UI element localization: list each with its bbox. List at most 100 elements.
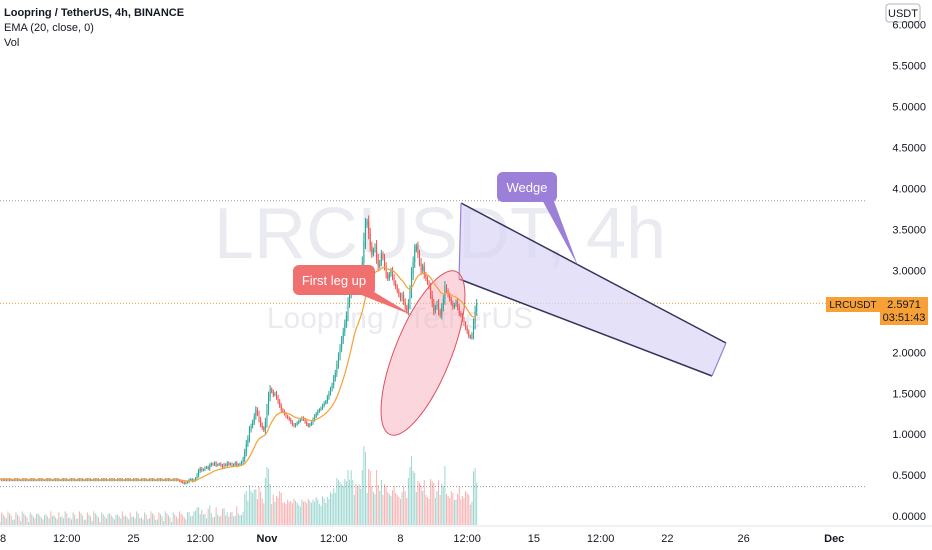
volume-bar [388,494,390,525]
volume-bar [341,484,343,525]
candle-body [474,311,476,324]
candle-body [290,419,292,422]
price-tick-label: 4.5000 [892,142,926,154]
price-tick-label: 6.0000 [892,20,926,32]
volume-bar [425,495,427,525]
wedge-upper-line [460,202,727,344]
first-leg-ellipse[interactable] [364,261,482,445]
volume-bar [334,492,336,525]
candle-body [425,274,427,279]
volume-bar [102,514,104,525]
volume-bar [344,479,346,525]
volume-bar [376,470,378,525]
volume-bar [175,516,177,525]
volume-bar [1,512,3,525]
candle-body [344,323,346,332]
candle-body [420,262,422,271]
candle-body [434,307,436,312]
candle-body [241,462,243,464]
volume-bar [139,518,141,525]
candle-body [202,469,204,471]
callouts[interactable]: First leg up Wedge [293,172,578,316]
candle-body [250,426,252,431]
volume-bar [242,511,244,525]
candle-body [179,480,181,482]
callout-wedge[interactable]: Wedge [497,172,578,266]
candle-body [398,290,400,295]
candle-body [248,430,250,439]
volume-bar [72,512,74,525]
volume-bar [225,515,227,525]
candle-body [304,419,306,422]
candle-body [298,421,300,423]
wedge-pattern[interactable] [458,202,727,377]
time-tick-label: Dec [824,533,844,545]
volume-bar [463,498,465,525]
volume-bar [144,512,146,525]
candle-body [147,480,149,482]
candle-body [12,480,14,482]
volume-bar [166,513,168,525]
candle-body [223,464,225,468]
time-axis[interactable]: 18 12:00 25 12:00 Nov 12:00 8 12:00 15 12:00 22 26 D… [0,525,932,545]
candle-body [196,475,198,479]
volume-bar [444,466,446,525]
volume-bar [136,511,138,525]
candle-body [430,286,432,295]
volume-bar [364,452,366,525]
price-tick-label: 1.0000 [892,429,926,441]
candle-body [139,480,141,482]
candle-body [260,419,262,425]
candle-body [372,249,374,254]
candle-body [226,462,228,466]
time-tick-label: 8 [397,533,403,545]
volume-bar [24,515,26,525]
candle-body [247,438,249,445]
volume-bar [415,492,417,525]
candle-body [369,233,371,246]
volume-bar [150,511,152,525]
volume-bar [261,498,263,525]
volume-bar [233,516,235,525]
callout-first-leg-up[interactable]: First leg up [293,265,414,316]
volume-bar [71,519,73,525]
candle-body [59,480,61,482]
callout-wedge-tail [540,196,578,266]
volume-bar [466,493,468,525]
candle-body [393,276,395,283]
time-tick-label: 25 [127,533,139,545]
volume-bar [391,490,393,525]
volume-bar [390,496,392,525]
chart-legend: Loopring / TetherUS, 4h, BINANCE EMA (20… [4,6,184,51]
candle-body [234,462,236,465]
candle-body [218,463,220,465]
volume-bar [288,501,290,525]
volume-bar [36,514,38,525]
candle-body [439,311,441,316]
candle-body [414,249,416,263]
volume-bar [10,515,12,525]
volume-bar [382,495,384,525]
candle-body [209,465,211,469]
candle-body [291,421,293,425]
volume-bar [258,486,260,525]
volume-bar [358,484,360,525]
candle-body [457,301,459,308]
candle-body [285,413,287,417]
candle-body [380,253,382,263]
candle-body [418,253,420,263]
volume-bar [158,512,160,525]
candle-body [347,303,349,316]
volume-bar [269,484,271,525]
volume-bar [42,519,44,525]
price-axis[interactable]: USDT 0.00000.50001.00001.50002.00002.500… [826,0,932,526]
volume-bar [153,515,155,525]
volume-bar [418,483,420,525]
volume-bar [31,514,33,525]
candle-body [214,462,216,465]
candle-body [204,467,206,470]
candle-body [207,467,209,469]
watermark: LRCUSDT, 4h Loopring / TetherUS [214,194,666,335]
candle-body [345,315,347,324]
